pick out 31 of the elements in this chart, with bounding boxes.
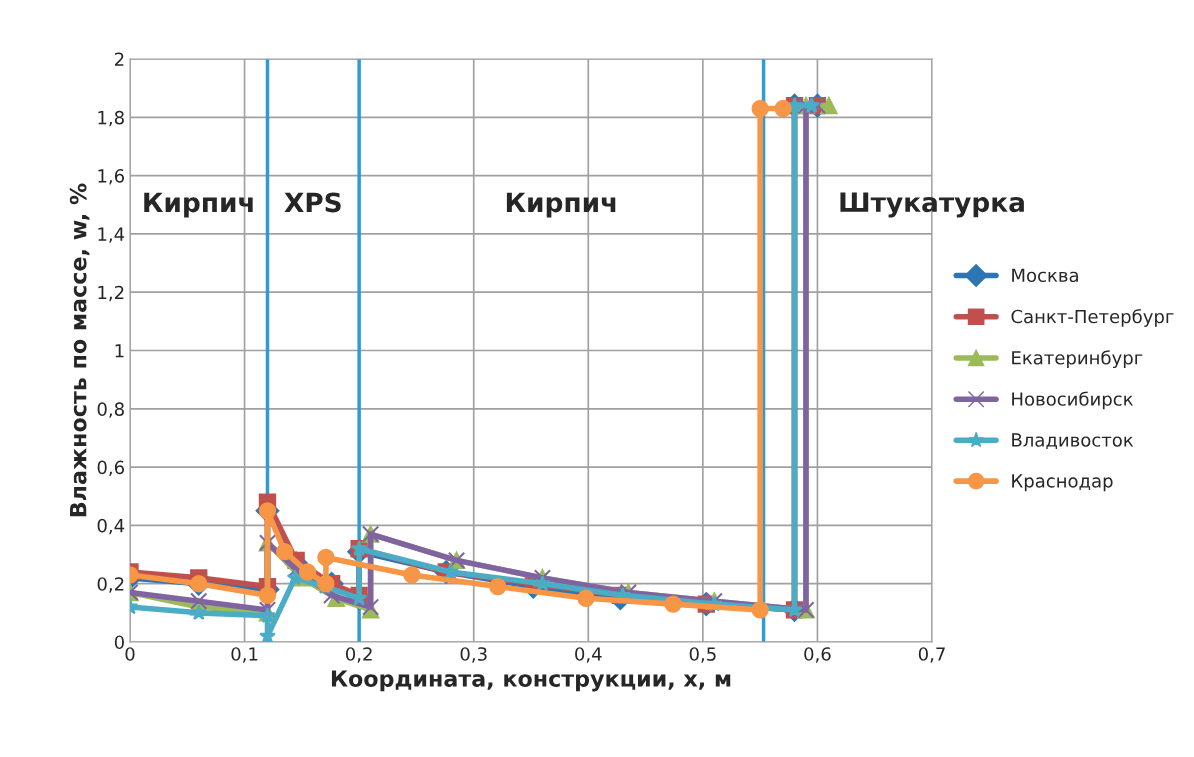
y-axis-title: Влажность по массе, w, % [69, 183, 90, 517]
x-tick-label: 0,2 [345, 647, 372, 663]
y-tick-label: 0,4 [97, 518, 125, 535]
x-axis-title: Координата, конструкции, x, м [331, 670, 731, 692]
y-tick-label: 2 [114, 52, 124, 66]
legend-label: Екатеринбург [1012, 350, 1143, 369]
legend-label: Новосибирск [1012, 391, 1133, 410]
y-tick-label: 1,4 [98, 227, 125, 243]
x-tick-label: 0,7 [918, 647, 945, 663]
x-tick-label: 0,3 [460, 647, 487, 663]
y-tick-label: 1 [115, 344, 124, 358]
x-tick-label: 0,6 [804, 647, 831, 663]
y-tick-label: 1,2 [98, 285, 124, 302]
legend-label: Владивосток [1012, 433, 1134, 450]
x-tick-label: 0,5 [689, 647, 716, 663]
legend-label: Санкт-Петербург [1011, 309, 1174, 327]
y-tick-label: 0,8 [97, 402, 124, 418]
legend-label: Краснодар [1012, 474, 1113, 492]
x-tick-label: 0,4 [575, 647, 602, 663]
y-tick-label: 1,6 [98, 169, 124, 185]
y-tick-label: 1,8 [98, 110, 124, 127]
annotation: XPS [284, 192, 341, 213]
y-tick-label: 0 [114, 635, 124, 650]
y-tick-label: 0,6 [97, 460, 124, 477]
y-tick-label: 0,2 [97, 577, 124, 593]
x-tick-label: 0 [125, 647, 135, 661]
x-tick-label: 0,1 [231, 647, 258, 663]
annotation: Штукатурка [840, 192, 1024, 218]
annotation: Кирпич [144, 192, 253, 218]
legend-label: Москва [1012, 268, 1078, 283]
annotation: Кирпич [506, 192, 616, 218]
